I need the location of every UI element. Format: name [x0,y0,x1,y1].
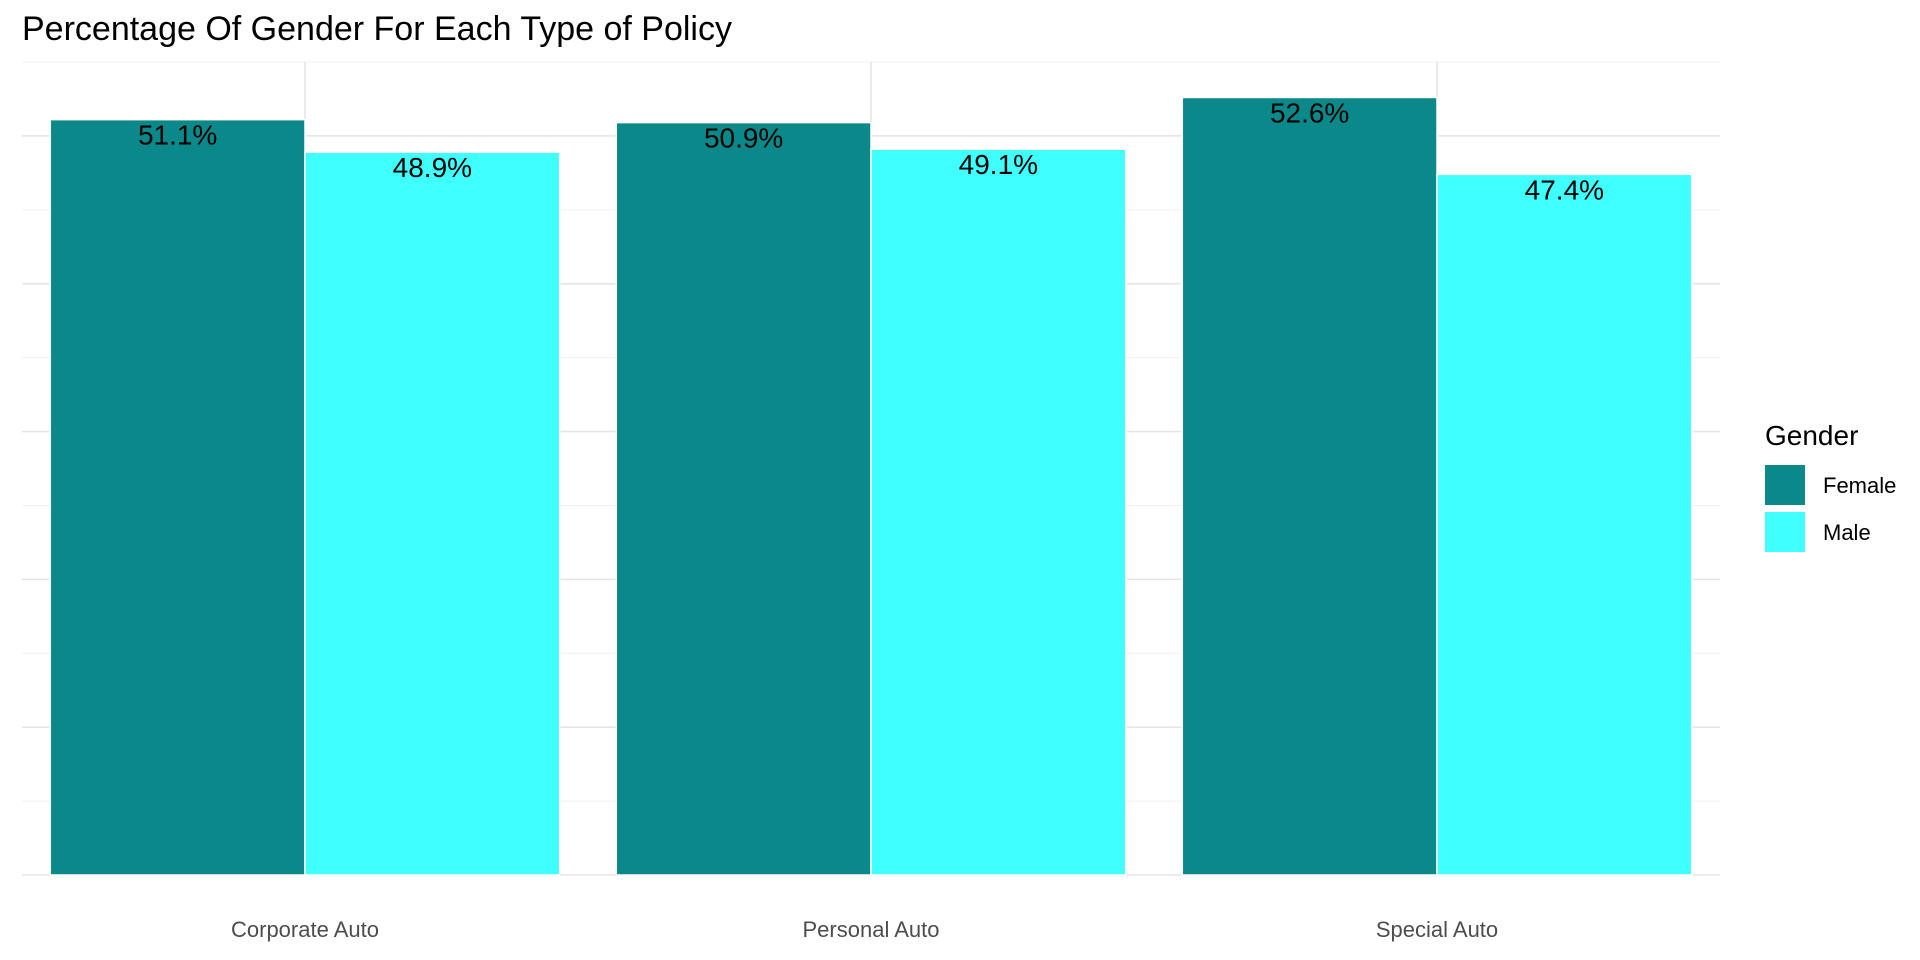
legend: Gender Female Male [1765,420,1896,552]
x-tick-label: Corporate Auto [231,917,379,942]
x-tick-label: Special Auto [1376,917,1498,942]
x-tick-label: Personal Auto [803,917,940,942]
bar-female-personal-auto [615,121,872,876]
bar-female-special-auto [1181,96,1438,876]
x-axis-ticks: Corporate Auto Personal Auto Special Auto [231,917,1498,942]
bar-male-special-auto [1436,173,1693,876]
bar-male-personal-auto [870,148,1127,876]
legend-label-female: Female [1823,473,1896,498]
data-label: 51.1% [138,120,217,151]
legend-label-male: Male [1823,520,1871,545]
bar-female-corporate-auto [49,118,306,876]
legend-title: Gender [1765,420,1858,451]
data-label: 48.9% [393,152,472,183]
bar-male-corporate-auto [304,151,561,876]
data-labels: 51.1% 48.9% 50.9% 49.1% 52.6% 47.4% [138,97,1604,205]
data-label: 52.6% [1270,97,1349,128]
legend-key-male [1765,512,1805,552]
chart-title: Percentage Of Gender For Each Type of Po… [22,10,732,48]
data-label: 50.9% [704,123,783,154]
data-label: 49.1% [959,149,1038,180]
bars [49,96,1693,876]
data-label: 47.4% [1525,174,1604,205]
legend-key-female [1765,465,1805,505]
